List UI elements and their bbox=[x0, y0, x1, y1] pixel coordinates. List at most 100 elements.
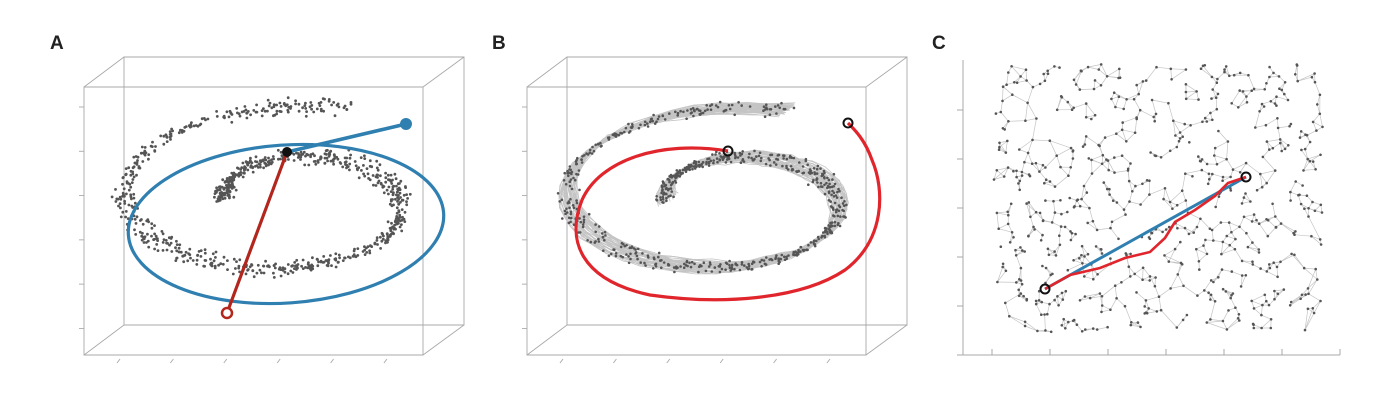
data-point bbox=[255, 271, 259, 275]
graph-edge bbox=[1298, 195, 1302, 205]
graph-edge bbox=[1232, 162, 1247, 170]
graph-node bbox=[631, 123, 634, 126]
graph-edge bbox=[1251, 88, 1265, 92]
graph-node bbox=[1090, 172, 1094, 175]
graph-node bbox=[827, 227, 831, 231]
data-point bbox=[232, 171, 236, 175]
graph-edge bbox=[1134, 118, 1138, 133]
graph-edge bbox=[1047, 66, 1055, 72]
graph-node bbox=[1122, 208, 1126, 211]
data-point bbox=[177, 131, 181, 135]
graph-node bbox=[679, 172, 683, 176]
graph-node bbox=[1205, 321, 1209, 324]
data-point bbox=[165, 241, 169, 245]
graph-edge bbox=[1045, 200, 1054, 202]
graph-node bbox=[1072, 78, 1076, 82]
data-point bbox=[164, 239, 168, 242]
graph-node bbox=[1074, 83, 1078, 86]
graph-edge bbox=[1300, 203, 1309, 209]
graph-node bbox=[845, 203, 848, 207]
data-point bbox=[387, 192, 390, 196]
graph-node bbox=[1278, 138, 1282, 141]
graph-node bbox=[603, 230, 607, 234]
graph-edge bbox=[1203, 245, 1208, 255]
graph-node bbox=[733, 113, 736, 117]
graph-node bbox=[632, 247, 636, 250]
data-point bbox=[301, 152, 305, 156]
graph-edge bbox=[1204, 280, 1212, 291]
graph-node bbox=[768, 113, 772, 116]
graph-node bbox=[1289, 199, 1292, 202]
graph-node bbox=[1109, 257, 1112, 260]
graph-node bbox=[591, 145, 594, 149]
graph-node bbox=[1318, 238, 1322, 241]
graph-node bbox=[1312, 311, 1316, 315]
graph-node bbox=[1031, 85, 1035, 89]
graph-edge bbox=[1221, 269, 1232, 272]
graph-edge bbox=[1052, 222, 1062, 227]
graph-node bbox=[588, 148, 592, 152]
data-point bbox=[237, 264, 241, 268]
data-point bbox=[319, 101, 323, 104]
graph-node bbox=[570, 172, 573, 176]
graph-node bbox=[1223, 68, 1226, 71]
graph-edge bbox=[1025, 118, 1037, 122]
graph-node bbox=[1261, 303, 1264, 307]
data-point bbox=[260, 271, 263, 275]
data-point bbox=[255, 110, 259, 114]
data-point bbox=[392, 232, 395, 236]
graph-node bbox=[1064, 289, 1068, 293]
graph-edge bbox=[1212, 82, 1218, 90]
graph-node bbox=[672, 266, 676, 269]
graph-node bbox=[587, 212, 591, 216]
data-point bbox=[246, 168, 250, 172]
data-point bbox=[258, 268, 262, 272]
data-point bbox=[249, 113, 253, 117]
graph-node bbox=[806, 163, 809, 167]
graph-node bbox=[1244, 161, 1248, 165]
graph-node bbox=[760, 265, 763, 268]
graph-node bbox=[1301, 184, 1304, 187]
data-point bbox=[281, 268, 285, 272]
data-point bbox=[170, 250, 174, 253]
graph-node bbox=[1080, 330, 1084, 333]
graph-node bbox=[1230, 294, 1233, 297]
graph-node bbox=[733, 151, 737, 155]
graph-edge bbox=[1181, 173, 1186, 191]
graph-node bbox=[804, 159, 808, 163]
graph-node bbox=[768, 158, 771, 162]
graph-node bbox=[707, 265, 711, 268]
graph-node bbox=[1210, 97, 1213, 100]
graph-edge bbox=[1221, 248, 1236, 255]
data-point bbox=[150, 226, 154, 230]
graph-edge bbox=[1261, 305, 1263, 316]
graph-edge bbox=[1111, 214, 1126, 223]
graph-edge bbox=[1279, 139, 1286, 150]
data-point bbox=[251, 269, 255, 272]
graph-edge bbox=[1245, 193, 1251, 202]
graph-node bbox=[1169, 67, 1173, 71]
data-point bbox=[408, 192, 412, 196]
graph-node bbox=[777, 262, 780, 266]
graph-edge bbox=[1190, 121, 1203, 126]
data-point bbox=[215, 110, 219, 113]
graph-node bbox=[1086, 252, 1090, 256]
data-point bbox=[314, 162, 318, 166]
data-point bbox=[245, 116, 249, 120]
graph-node bbox=[792, 106, 796, 110]
graph-node bbox=[1100, 304, 1104, 307]
graph-edge bbox=[1101, 309, 1111, 313]
graph-edge bbox=[1028, 202, 1037, 213]
graph-node bbox=[803, 248, 806, 252]
graph-node bbox=[1271, 202, 1274, 206]
graph-node bbox=[692, 114, 695, 118]
graph-node bbox=[681, 168, 685, 172]
graph-edge bbox=[1279, 82, 1286, 89]
data-point bbox=[271, 155, 275, 158]
graph-node bbox=[738, 151, 742, 155]
data-point bbox=[331, 160, 335, 163]
graph-node bbox=[692, 165, 696, 168]
graph-edge bbox=[993, 167, 1009, 180]
data-point bbox=[252, 109, 256, 112]
graph-node bbox=[1043, 313, 1046, 316]
